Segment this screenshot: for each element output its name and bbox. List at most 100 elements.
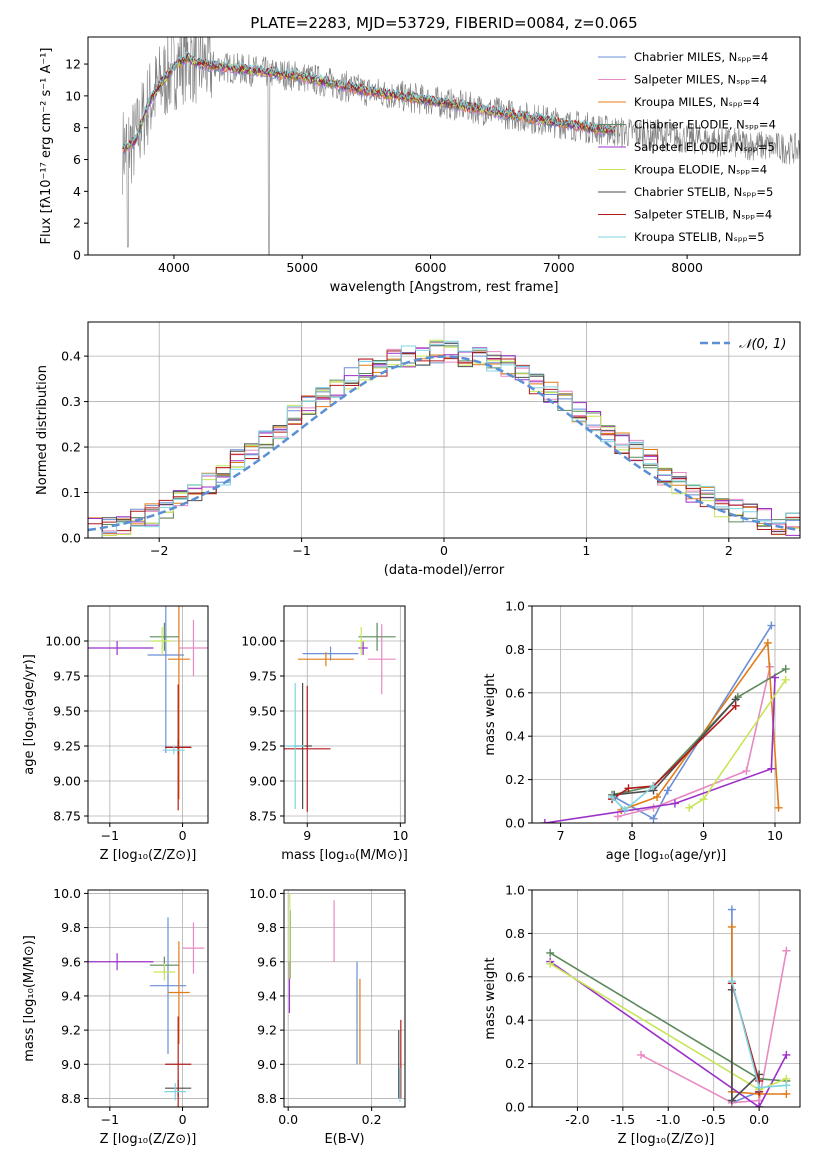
weight-marker [767,621,776,630]
y-tick-label: 0.6 [505,685,525,700]
x-tick-label: −1 [101,828,119,843]
y-tick-label: 9.50 [249,704,277,719]
y-tick-label: 8.75 [249,809,277,824]
x-tick-label: -1.5 [611,1112,635,1127]
y-tick-label: 9.6 [257,954,277,969]
weight-marker [620,805,629,814]
axes-frame [531,605,801,824]
y-tick-label: 9.50 [53,704,81,719]
weight-marker [727,905,736,914]
x-tick-label: 0 [179,828,187,843]
x-axis-label: mass [log₁₀(M/M⊙)] [281,848,408,863]
model-spectrum-9 [122,51,616,149]
weight-marker [781,675,790,684]
x-axis-label: Z [log₁₀(Z/Z⊙)] [618,1132,715,1147]
x-tick-label: 7000 [543,260,575,275]
x-tick-label: 6000 [415,260,447,275]
x-tick-label: 9 [303,828,311,843]
weight-line-3 [621,640,780,811]
plot-area [288,893,402,1102]
y-tick-label: 8.8 [257,1091,277,1106]
axes-frame [283,605,406,824]
x-tick-label: 0.2 [362,1112,382,1127]
y-tick-label: 0.0 [505,1100,525,1115]
x-tick-label: 9 [700,828,708,843]
plot-area [88,339,800,538]
plot-area [122,37,800,255]
weight-marker [546,959,555,968]
panel-1: 4000 5000 6000 7000 8000 0 2 4 6 8 10 12 wavelength … [39,14,801,295]
panel-6: −1 0 8.8 9.0 9.2 9.4 9.6 9.8 10.0 Z [log₁₀(Z/Z⊙)]… [22,886,209,1147]
x-tick-label: 0.0 [278,1112,298,1127]
axes-frame [87,321,801,539]
x-tick-label: −2 [150,543,168,558]
weight-marker [637,1050,646,1059]
x-tick-label: 1 [582,543,590,558]
weight-marker [540,819,549,823]
x-tick-label: 5000 [286,260,318,275]
y-tick-label: 0.0 [505,816,525,831]
y-tick-label: 0.2 [61,440,81,455]
weight-marker [608,792,617,801]
y-axis-label: mass [log₁₀(M/M⊙)] [22,935,37,1062]
y-tick-label: 0.4 [505,729,525,744]
y-tick-label: 4 [73,184,81,199]
y-tick-label: 0.4 [61,349,81,364]
axes-frame [283,889,406,1108]
legend-label-6: Kroupa ELODIE, Nₛₚₚ=4 [634,163,767,177]
legend-label-7: Chabrier STELIB, Nₛₚₚ=5 [634,185,773,199]
weight-marker [782,1050,791,1059]
weight-line-5 [544,677,776,823]
weight-line-2 [617,666,771,818]
plot-area [88,606,208,811]
y-tick-label: 1.0 [505,599,525,614]
y-tick-label: 9.75 [53,669,81,684]
gaussian-curve [88,355,800,532]
y-tick-label: 9.00 [53,774,81,789]
y-tick-label: 2 [73,216,81,231]
x-tick-label: −1 [292,543,310,558]
legend-label-9: Kroupa STELIB, Nₛₚₚ=5 [634,230,765,244]
weight-marker [699,795,708,804]
y-tick-label: 9.8 [257,920,277,935]
histogram-9 [88,340,800,538]
y-tick-label: 0.8 [505,642,525,657]
x-axis-label: E(B-V) [324,1132,364,1147]
y-tick-label: 0 [73,248,81,263]
weight-marker [767,764,776,773]
panel-8: -2.0 -1.5 -1.0 -0.5 0.0 0.0 0.2 0.4 0.6 0.8 1.0 Z [… [483,883,801,1147]
weight-line-2 [640,950,788,1104]
weight-marker [649,814,658,823]
x-tick-label: -1.0 [656,1112,680,1127]
y-tick-label: 0.1 [61,485,81,500]
y-axis-label: age [log₁₀(age/yr)] [22,654,37,775]
plot-area [88,917,205,1107]
x-axis-label: wavelength [Angstrom, rest frame] [330,280,559,295]
y-tick-label: 0.8 [505,926,525,941]
weight-line-7 [731,989,760,1103]
x-tick-label: 0 [440,543,448,558]
y-tick-label: 9.75 [249,669,277,684]
x-tick-label: 0.0 [749,1112,769,1127]
plot-area [546,905,791,1107]
legend-label-5: Salpeter ELODIE, Nₛₚₚ=5 [634,140,775,154]
x-axis-label: Z [log₁₀(Z/Z⊙)] [100,848,197,863]
weight-marker [546,948,555,957]
y-tick-label: 9.4 [257,988,277,1003]
y-tick-label: 9.0 [61,1057,81,1072]
plot-area [284,622,396,812]
axes-frame [87,605,209,824]
weight-marker [781,664,790,673]
y-tick-label: 8 [73,120,81,135]
weight-marker [663,786,672,795]
y-axis-label: Normed distribution [35,365,50,495]
axes-frame [87,36,801,256]
weight-marker [782,946,791,955]
legend-label-1: Chabrier MILES, Nₛₚₚ=4 [634,50,768,64]
plot-area [540,621,790,823]
x-tick-label: −1 [101,1112,119,1127]
y-tick-label: 0.4 [505,1013,525,1028]
weight-line-4 [611,668,787,796]
weight-marker [613,812,622,821]
